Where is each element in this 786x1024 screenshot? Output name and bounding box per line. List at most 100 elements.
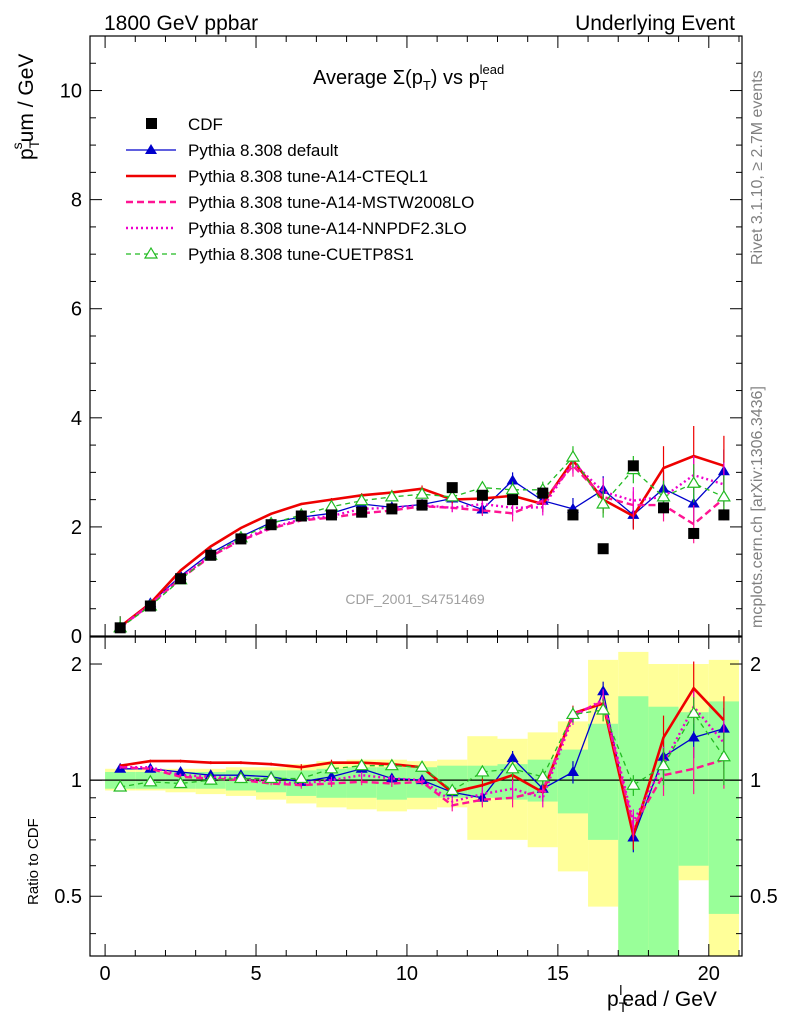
ratio-point-cuetp xyxy=(565,707,581,720)
ratio-y-tick-label-right: 0.5 xyxy=(750,886,778,908)
cdf-data-point xyxy=(718,509,730,521)
cdf-data-point xyxy=(205,549,217,561)
upper-point-default xyxy=(687,497,700,508)
ratio-point-cuetp xyxy=(324,761,339,774)
ratio-point-cuetp xyxy=(143,774,158,787)
ratio-point-cuetp xyxy=(173,776,188,789)
upper-point-cuetp xyxy=(414,487,430,499)
x-tick-label: 0 xyxy=(100,963,111,985)
cdf-data-point xyxy=(144,600,156,612)
cdf-data-point xyxy=(295,510,307,522)
ratio-point-cuetp xyxy=(233,771,248,784)
cdf-data-point xyxy=(567,509,579,521)
upper-y-axis-label: pTsum / GeV xyxy=(9,54,42,160)
upper-point-cuetp xyxy=(354,493,369,506)
cdf-data-point xyxy=(416,499,428,511)
y-tick-label: 0 xyxy=(71,626,82,648)
legend-label-mstw: Pythia 8.308 tune-A14-MSTW2008LO xyxy=(188,193,474,212)
cdf-data-point xyxy=(688,527,700,539)
cdf-data-point xyxy=(507,494,519,506)
ratio-line-nnpdf xyxy=(120,697,725,826)
legend-label-default: Pythia 8.308 default xyxy=(188,141,339,160)
ratio-point-default xyxy=(174,765,187,776)
ratio-y-tick-label: 2 xyxy=(71,654,82,676)
x-tick-label: 5 xyxy=(250,963,261,985)
ratio-point-cuetp xyxy=(445,783,460,796)
ratio-point-cuetp xyxy=(414,760,430,772)
upper-point-default xyxy=(506,474,519,485)
x-tick-label: 10 xyxy=(396,963,418,985)
analysis-watermark: CDF_2001_S4751469 xyxy=(345,591,485,607)
upper-point-cuetp xyxy=(445,489,460,502)
ratio-point-cuetp xyxy=(716,749,731,762)
header-process: Underlying Event xyxy=(575,12,735,35)
ratio-point-default xyxy=(687,731,700,742)
cdf-data-point xyxy=(386,503,398,515)
upper-point-cuetp xyxy=(656,489,671,502)
cdf-data-point xyxy=(356,506,368,518)
cdf-data-point xyxy=(235,533,247,545)
ratio-point-cuetp xyxy=(686,706,701,718)
ratio-point-cuetp xyxy=(596,702,611,715)
ratio-y-tick-label: 0.5 xyxy=(54,886,82,908)
plot-title: Average Σ(pT) vs pTlead xyxy=(313,62,504,93)
ratio-point-cuetp xyxy=(535,769,550,782)
x-axis-label: pTlead / GeV xyxy=(607,982,717,1015)
upper-point-cuetp xyxy=(505,482,520,495)
svg-text:pTsum / GeV: pTsum / GeV xyxy=(9,54,42,160)
upper-line-cuetp xyxy=(119,456,725,629)
cdf-data-point xyxy=(476,489,488,501)
ratio-point-default xyxy=(506,752,519,763)
cdf-data-point xyxy=(446,482,458,494)
cdf-data-point xyxy=(175,573,187,585)
rivet-label: Rivet 3.1.10, ≥ 2.7M events xyxy=(749,70,766,265)
cdf-data-point xyxy=(325,509,337,521)
ratio-y-axis-label: Ratio to CDF xyxy=(25,818,42,905)
upper-point-cuetp xyxy=(324,499,339,512)
cdf-data-point xyxy=(597,543,609,555)
ratio-point-default xyxy=(566,765,579,776)
ratio-point-cuetp xyxy=(384,758,399,771)
upper-point-cuetp xyxy=(716,489,731,502)
ratio-frame xyxy=(89,636,743,957)
ratio-y-tick-label: 1 xyxy=(71,770,82,792)
ratio-point-cuetp xyxy=(264,771,279,784)
upper-point-cuetp xyxy=(384,489,399,502)
legend-label-nnpdf: Pythia 8.308 tune-A14-NNPDF2.3LO xyxy=(188,219,467,238)
y-tick-label: 4 xyxy=(71,408,82,430)
legend-label-cteql1: Pythia 8.308 tune-A14-CTEQL1 xyxy=(188,167,428,186)
y-tick-label: 10 xyxy=(60,81,82,103)
ratio-point-cuetp xyxy=(203,772,218,785)
svg-text:pTlead / GeV: pTlead / GeV xyxy=(607,982,717,1015)
ratio-point-default xyxy=(325,770,338,781)
y-tick-label: 6 xyxy=(71,299,82,321)
upper-point-cuetp xyxy=(686,476,701,488)
svg-text:Average Σ(pT) vs pTlead: Average Σ(pT) vs pTlead xyxy=(313,62,504,93)
cdf-data-point xyxy=(658,502,670,514)
legend-marker-default xyxy=(145,144,157,154)
cdf-data-point xyxy=(537,487,549,499)
ratio-line-cuetp xyxy=(120,709,725,792)
mcplots-label: mcplots.cern.ch [arXiv:1306.3436] xyxy=(749,386,766,628)
x-tick-label: 15 xyxy=(547,963,569,985)
legend-marker-cuetp xyxy=(143,246,159,259)
legend-label-cdf: CDF xyxy=(188,115,223,134)
ratio-point-cuetp xyxy=(294,771,309,784)
legend-marker-cdf xyxy=(146,118,157,129)
x-tick-label: 20 xyxy=(698,963,720,985)
header-collision: 1800 GeV ppbar xyxy=(104,12,258,35)
ratio-point-cuetp xyxy=(505,761,520,774)
ratio-point-cuetp xyxy=(475,764,490,777)
ratio-y-tick-label-right: 2 xyxy=(750,654,761,676)
ratio-point-cuetp xyxy=(626,778,641,790)
ratio-point-cuetp xyxy=(113,779,128,792)
upper-point-cuetp xyxy=(565,449,581,462)
cdf-data-point xyxy=(114,622,126,634)
y-tick-label: 2 xyxy=(71,517,82,539)
ratio-y-tick-label-right: 1 xyxy=(750,770,761,792)
upper-point-cuetp xyxy=(596,496,611,509)
cdf-data-point xyxy=(265,519,277,531)
legend: CDF Pythia 8.308 default Pythia 8.308 tune… xyxy=(126,115,474,264)
ratio-point-cuetp xyxy=(656,758,671,771)
